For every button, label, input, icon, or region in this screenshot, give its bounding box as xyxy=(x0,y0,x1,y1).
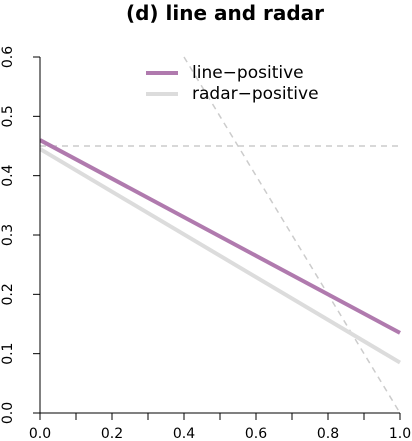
plot-content xyxy=(40,56,402,413)
y-tick-label: 0.1 xyxy=(0,343,16,365)
y-tick-label: 0.2 xyxy=(0,283,16,305)
chart-title: (d) line and radar xyxy=(126,1,324,25)
y-tick-label: 0.4 xyxy=(0,164,16,186)
x-tick-label: 0.2 xyxy=(101,426,123,441)
x-tick-label: 0.0 xyxy=(29,426,51,441)
y-tick-label: 0.0 xyxy=(0,402,16,424)
reference-line-2 xyxy=(183,56,401,413)
x-tick-label: 0.4 xyxy=(173,426,195,441)
x-tick-label: 0.8 xyxy=(317,426,339,441)
y-tick-label: 0.3 xyxy=(0,224,16,246)
legend-label-1: line−positive xyxy=(192,63,304,83)
series-line-1 xyxy=(40,138,401,335)
x-tick-label: 0.6 xyxy=(245,426,267,441)
y-tick-label: 0.5 xyxy=(0,105,16,127)
legend-label-2: radar−positive xyxy=(192,84,319,104)
y-tick-label: 0.6 xyxy=(0,46,16,68)
series-line-2 xyxy=(40,147,402,365)
plot-area: 0.0 0.2 0.4 0.6 0.8 1.0 0.0 0.1 0.2 0.3 0.4 0.5 0.6 xyxy=(0,46,411,441)
x-tick-label: 1.0 xyxy=(389,426,411,441)
